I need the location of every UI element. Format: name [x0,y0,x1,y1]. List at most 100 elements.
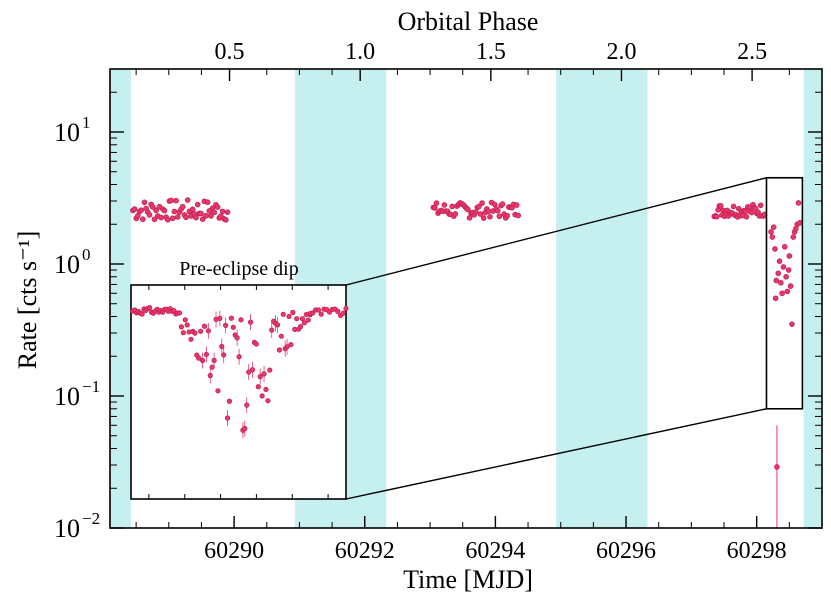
data-point [787,283,794,289]
data-point [253,341,259,347]
data-point [487,214,493,220]
data-point [772,246,778,252]
inset-label: Pre-eclipse dip [179,258,298,280]
data-point [183,214,189,221]
x-tick-label: 60294 [465,538,525,564]
x-tick-label: 60290 [204,538,264,564]
data-points [130,197,803,528]
data-point [499,201,506,207]
y-tick-exponent: −1 [82,377,100,396]
data-point [790,234,797,240]
inset-frame [130,284,347,500]
data-point [198,328,204,334]
data-point [246,369,252,375]
eclipse-band [110,69,131,528]
data-point [265,398,271,404]
data-point [476,203,482,210]
data-point [768,229,774,235]
x2-axis-label: Orbital Phase [398,7,539,36]
data-point [238,317,244,323]
x2-tick-label: 1.0 [345,39,375,65]
data-point [441,202,448,208]
data-point [477,211,484,217]
data-point [242,425,248,432]
data-point [138,207,144,213]
data-point [278,333,284,339]
data-point [223,322,229,328]
x2-axis-ticks: 0.5 1.0 1.5 2.0 2.5 [215,39,767,81]
data-point [255,384,261,390]
data-point [223,217,229,223]
data-point [796,220,803,226]
zoom-box [765,176,804,410]
data-point [299,316,306,322]
data-point [449,203,456,210]
data-point [198,210,204,217]
data-point [795,200,802,206]
y-tick-label: 10 [54,514,80,543]
data-point [780,264,787,270]
data-point [280,311,286,317]
data-point [713,213,720,220]
data-point [211,209,218,216]
data-point [276,347,283,353]
data-point [717,202,724,209]
data-point [263,386,269,393]
connector-line-bottom [345,408,767,500]
data-point [131,206,138,212]
data-point [153,207,159,214]
data-point [228,315,234,321]
data-point [201,323,208,329]
data-point [259,393,265,399]
inset-panel: Pre-eclipse dip [130,258,349,500]
data-point [452,211,459,217]
data-point [199,216,206,223]
data-point [783,273,789,280]
data-point [769,234,776,240]
data-point [141,199,148,206]
y-tick-exponent: 0 [82,245,91,264]
y-tick-label: 10 [54,118,80,147]
data-point [301,320,308,326]
data-point [335,308,341,314]
data-point [193,214,199,221]
data-point [515,212,522,219]
y-tick-label: 10 [54,382,80,411]
data-point [169,215,176,222]
data-point [199,357,206,364]
data-point [176,310,183,316]
data-point [340,310,346,316]
data-point [221,352,227,358]
data-point [203,213,209,219]
y-tick-exponent: −2 [82,509,100,528]
x-tick-label: 60296 [596,538,656,564]
data-point [244,402,250,408]
data-point [773,277,780,284]
data-point [743,214,750,220]
zoom-connector-lines [345,177,767,500]
data-point [205,328,211,334]
axes-frame [109,68,823,529]
data-point [757,202,764,209]
data-point [784,288,791,295]
x2-tick-label: 1.5 [476,39,506,65]
data-point [261,371,267,377]
data-point [179,203,186,210]
y-tick-exponent: 1 [82,113,91,132]
data-point [774,464,780,470]
data-point [472,209,479,215]
data-point [775,270,782,277]
data-point [315,307,322,313]
data-point [433,200,440,206]
data-point [215,388,221,394]
data-point [219,208,226,215]
data-point [284,344,290,350]
data-point [496,213,503,220]
data-point [248,319,254,325]
data-point [479,200,485,206]
data-point [776,258,783,264]
data-point [495,208,501,214]
data-point [318,311,324,317]
data-point [173,197,179,204]
data-point [161,207,168,214]
